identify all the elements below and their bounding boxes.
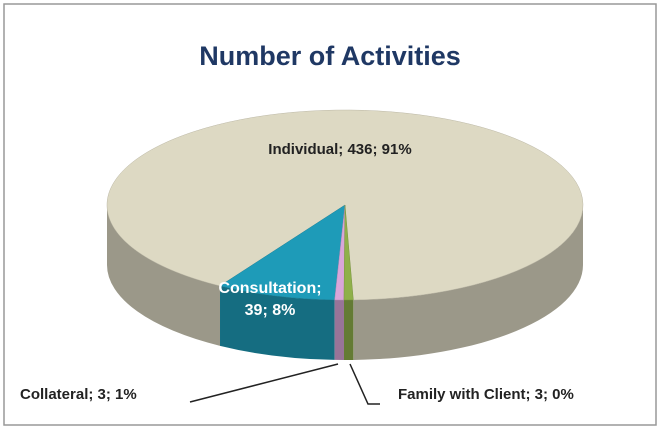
leader-line: [349, 363, 380, 405]
data-label: Individual; 436; 91%: [268, 141, 412, 158]
slice-side: [334, 299, 344, 360]
slice-side: [343, 299, 354, 360]
slice: [343, 204, 354, 301]
data-label: Consultation; 39; 8%: [218, 280, 322, 319]
slice-side: [353, 205, 583, 360]
pie: [106, 109, 584, 360]
slice-side: [107, 205, 221, 346]
slice-side: [220, 285, 335, 360]
data-label: Family with Client; 3; 0%: [398, 386, 574, 403]
leader-line: [189, 363, 339, 403]
data-label: Collateral; 3; 1%: [20, 386, 137, 403]
slice: [219, 204, 346, 301]
chart-title: Number of Activities: [199, 41, 461, 71]
